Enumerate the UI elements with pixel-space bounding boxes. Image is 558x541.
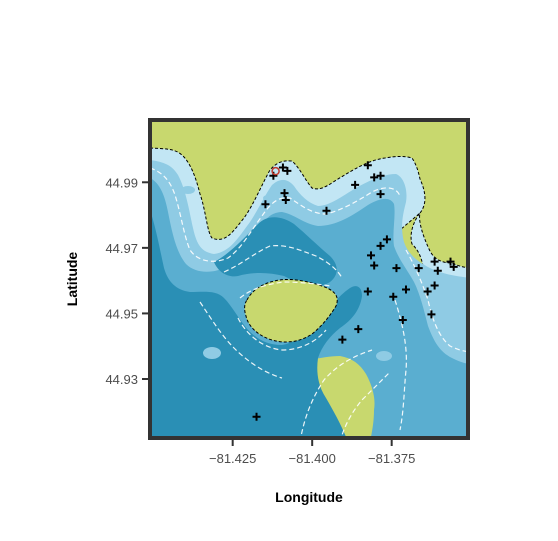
shoal xyxy=(376,351,392,361)
site-marker xyxy=(376,190,385,199)
site-marker xyxy=(322,206,331,215)
site-marker xyxy=(338,335,347,344)
north-spit xyxy=(265,153,281,164)
shoal xyxy=(181,186,195,194)
site-marker xyxy=(281,195,290,204)
x-tick-label: −81.425 xyxy=(209,451,256,466)
site-marker xyxy=(370,261,379,270)
site-marker xyxy=(414,264,423,273)
site-marker xyxy=(278,163,287,172)
site-marker xyxy=(363,161,372,170)
site-marker xyxy=(427,310,436,319)
site-marker xyxy=(392,264,401,273)
y-axis: 44.93 44.95 44.97 44.99 xyxy=(105,175,148,387)
x-tick-label: −81.375 xyxy=(368,451,415,466)
site-marker xyxy=(430,257,439,266)
water-deep xyxy=(150,210,362,438)
y-tick-label: 44.99 xyxy=(105,175,138,190)
water-deep-channel xyxy=(214,217,337,286)
site-marker xyxy=(382,235,391,244)
panel-border xyxy=(148,118,470,440)
site-marker xyxy=(449,262,458,271)
site-marker xyxy=(252,412,261,421)
y-axis-title: Latitude xyxy=(64,252,80,307)
sampling-sites xyxy=(252,161,458,421)
highlighted-site-marker xyxy=(271,166,280,176)
y-tick-label: 44.93 xyxy=(105,372,138,387)
site-marker xyxy=(430,281,439,290)
site-marker xyxy=(433,266,442,275)
site-marker xyxy=(376,241,385,250)
y-tick-label: 44.97 xyxy=(105,241,138,256)
site-marker xyxy=(423,287,432,296)
site-marker xyxy=(283,166,292,175)
site-marker xyxy=(351,180,360,189)
site-marker xyxy=(398,315,407,324)
site-marker xyxy=(363,287,372,296)
shoal xyxy=(263,195,273,201)
site-marker xyxy=(280,189,289,198)
site-marker xyxy=(354,325,363,334)
map-panel xyxy=(150,120,468,438)
x-axis-title: Longitude xyxy=(275,489,343,505)
site-marker xyxy=(389,292,398,301)
site-marker xyxy=(401,285,410,294)
site-marker xyxy=(376,171,385,180)
shoal xyxy=(203,347,221,359)
site-marker xyxy=(370,173,379,182)
island xyxy=(244,279,338,343)
x-axis: −81.425 −81.400 −81.375 xyxy=(209,440,415,466)
x-tick-label: −81.400 xyxy=(289,451,336,466)
site-marker xyxy=(261,200,270,209)
y-tick-label: 44.95 xyxy=(105,306,138,321)
depth-contours xyxy=(150,167,468,438)
site-marker xyxy=(367,251,376,260)
site-marker xyxy=(446,257,455,266)
